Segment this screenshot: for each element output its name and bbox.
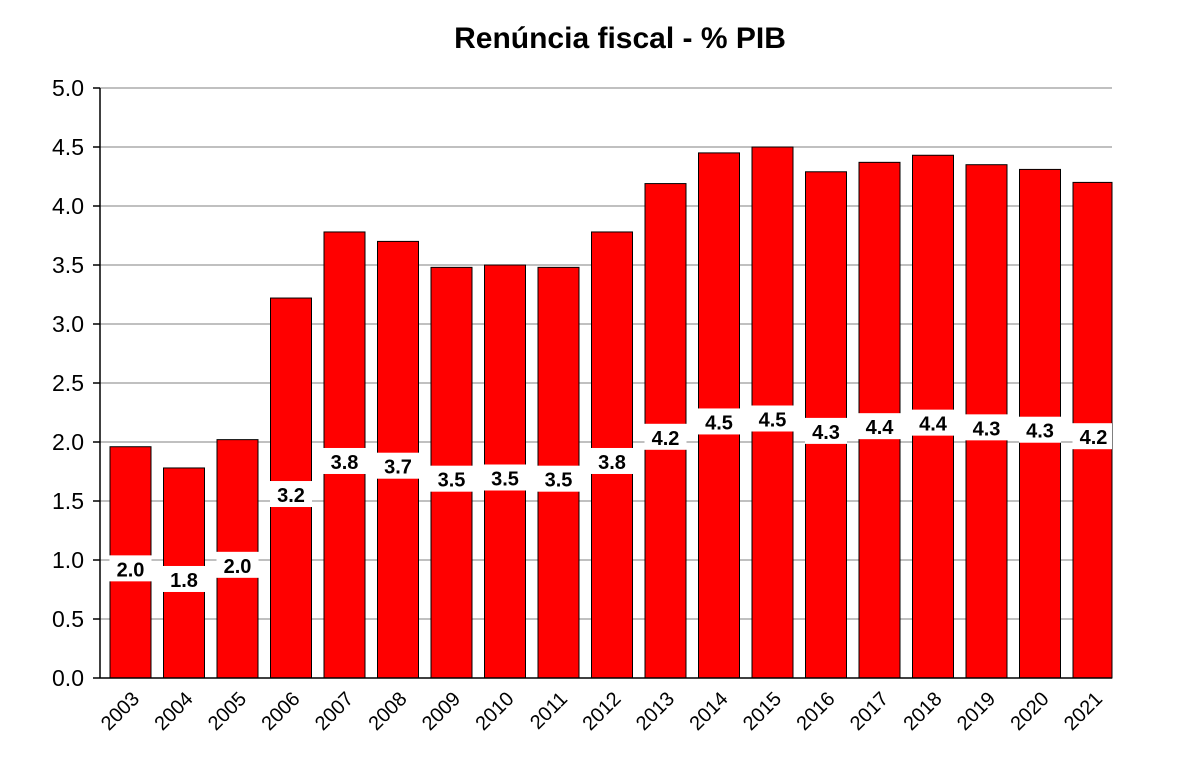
- x-tick-label: 2007: [311, 688, 358, 735]
- x-tick-label: 2015: [739, 688, 786, 735]
- data-label: 3.5: [491, 469, 519, 491]
- x-tick-label: 2010: [472, 688, 519, 735]
- y-tick-label: 3.5: [52, 252, 84, 278]
- data-label: 2.0: [117, 559, 145, 581]
- y-tick-label: 3.0: [52, 311, 84, 337]
- data-label: 2.0: [224, 556, 252, 578]
- data-label: 3.7: [384, 457, 412, 479]
- data-label: 4.3: [973, 418, 1001, 440]
- y-tick-label: 2.0: [52, 429, 84, 455]
- data-label: 4.5: [759, 410, 787, 432]
- data-label: 4.2: [1080, 427, 1108, 449]
- data-label: 3.2: [277, 485, 305, 507]
- x-tick-label: 2020: [1007, 688, 1054, 735]
- data-label-box: [751, 405, 794, 432]
- data-label-box: [484, 464, 526, 491]
- y-tick-label: 4.5: [52, 134, 84, 160]
- y-axis-tick-labels: 0.0 0.5 1.0 1.5 2.0 2.5 3.0 3.5 4.0 4.5 5.0: [52, 75, 100, 691]
- data-label-box: [537, 465, 580, 492]
- x-tick-label: 2017: [846, 688, 893, 735]
- data-label: 3.8: [598, 452, 626, 474]
- data-label-box: [805, 417, 847, 444]
- x-tick-label: 2021: [1060, 688, 1107, 735]
- y-tick-label: 5.0: [52, 75, 84, 101]
- data-label: 4.4: [919, 414, 948, 436]
- x-tick-label: 2003: [97, 688, 144, 735]
- x-tick-label: 2012: [579, 688, 626, 735]
- data-label-box: [644, 423, 687, 450]
- data-label-box: [858, 413, 901, 440]
- x-tick-label: 2013: [632, 688, 679, 735]
- y-tick-label: 2.5: [52, 370, 84, 396]
- data-label-box: [965, 414, 1008, 441]
- data-label-box: [270, 481, 312, 508]
- y-tick-label: 0.0: [52, 665, 84, 691]
- data-label: 3.5: [545, 470, 573, 492]
- x-tick-label: 2018: [900, 688, 947, 735]
- data-label-box: [1072, 423, 1112, 450]
- x-tick-label: 2005: [204, 688, 251, 735]
- bars: 2.0 1.8 2.0 3.2 3.8 3.7 3.5 3.5 3.5 3.8 4.2 4.5 4.5 4…: [109, 146, 1113, 679]
- data-label-box: [1019, 416, 1061, 443]
- data-label-box: [912, 409, 954, 436]
- data-label-box: [430, 465, 473, 492]
- data-label: 4.4: [866, 417, 895, 439]
- x-tick-label: 2008: [365, 688, 412, 735]
- data-label: 3.5: [438, 470, 466, 492]
- data-label-box: [216, 551, 259, 578]
- x-tick-label: 2019: [953, 688, 1000, 735]
- data-label: 4.2: [652, 428, 680, 450]
- x-tick-label: 2016: [793, 688, 840, 735]
- y-tick-label: 1.5: [52, 488, 84, 514]
- data-label: 4.3: [812, 422, 840, 444]
- data-label-box: [109, 555, 152, 582]
- x-tick-label: 2004: [151, 688, 198, 735]
- x-tick-label: 2014: [686, 688, 733, 735]
- y-tick-label: 0.5: [52, 606, 84, 632]
- x-tick-label: 2006: [258, 688, 305, 735]
- x-tick-label: 2011: [526, 688, 572, 734]
- data-label: 3.8: [331, 452, 359, 474]
- data-label-box: [163, 565, 205, 592]
- y-tick-label: 4.0: [52, 193, 84, 219]
- chart-title: Renúncia fiscal - % PIB: [454, 22, 786, 55]
- data-label: 1.8: [170, 570, 198, 592]
- data-label-box: [591, 447, 633, 474]
- data-label-box: [698, 408, 740, 435]
- data-label-box: [323, 447, 366, 474]
- y-tick-label: 1.0: [52, 547, 84, 573]
- data-label: 4.3: [1026, 421, 1054, 443]
- data-label: 4.5: [705, 412, 733, 434]
- x-axis-tick-labels: 2003 2004 2005 2006 2007 2008 2009 2010 2011 2012…: [97, 688, 1107, 735]
- data-label-box: [377, 452, 419, 479]
- x-tick-label: 2009: [418, 688, 465, 735]
